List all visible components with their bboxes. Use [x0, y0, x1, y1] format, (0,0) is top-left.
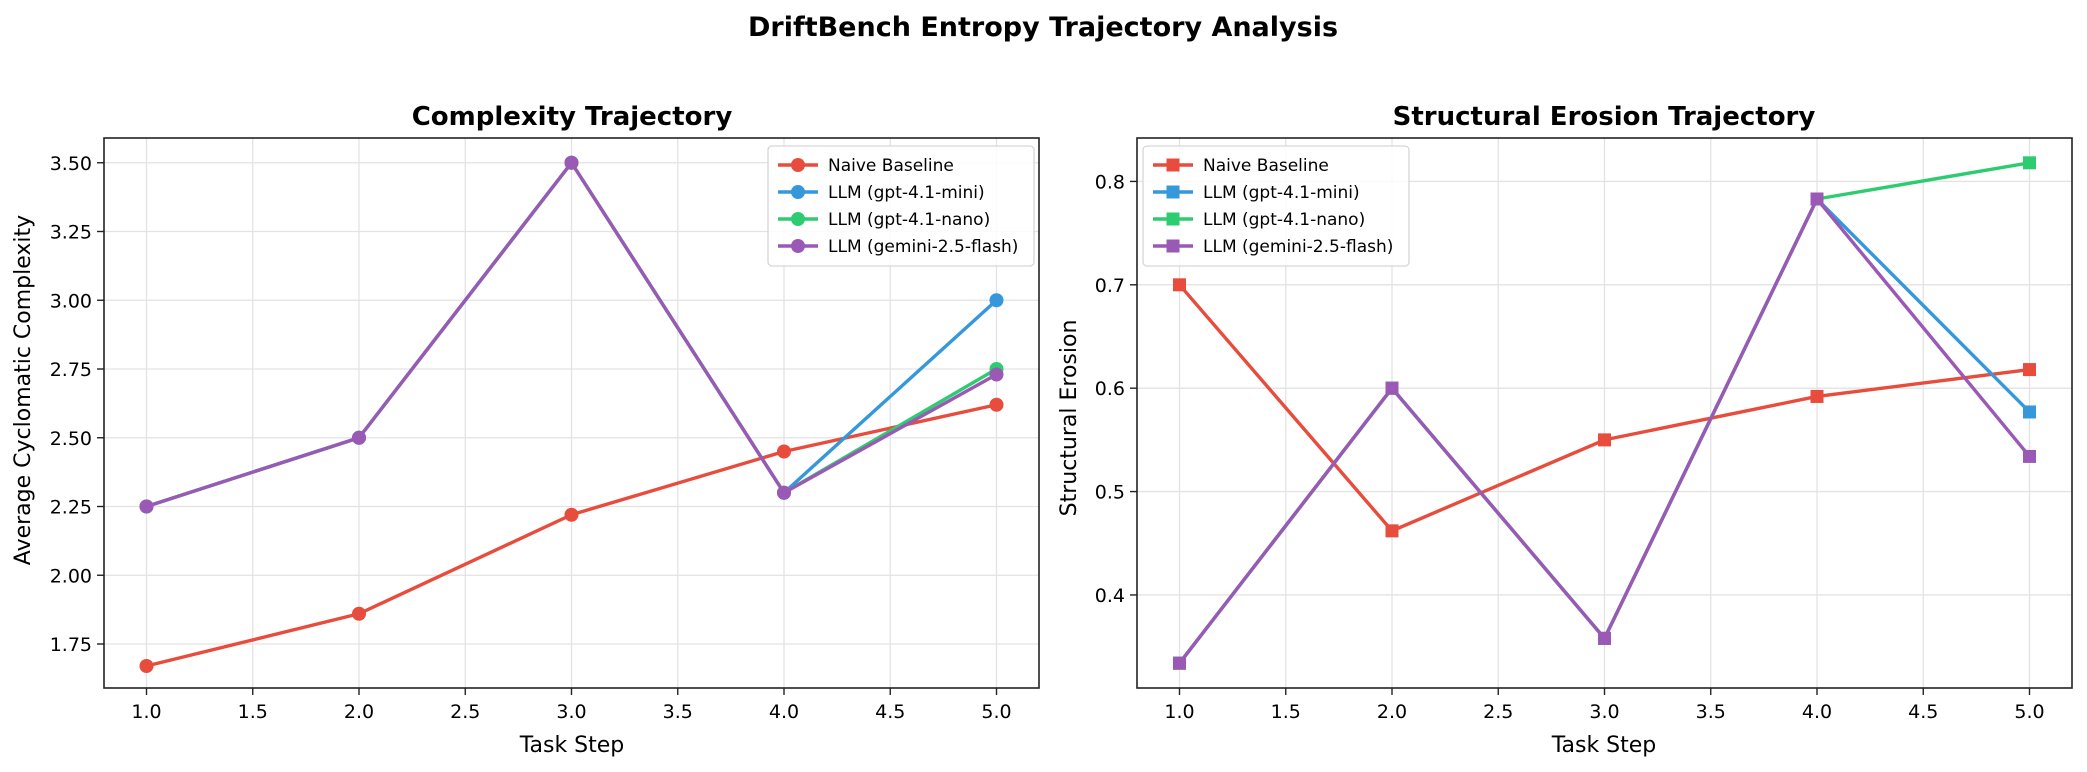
erosion-data-point [2023, 405, 2036, 419]
erosion-plot-area: 1.0 1.5 2.0 2.5 3.0 3.5 4.0 4.5 5.0 0.4 0.5 0.6 0.7 0… [1095, 137, 2073, 723]
complexity-legend-label: LLM (gpt-4.1-mini) [828, 183, 985, 203]
erosion-data-point [1598, 433, 1611, 447]
complexity-x-tick-label: 4.5 [875, 701, 905, 723]
erosion-x-tick-label: 1.0 [1164, 701, 1194, 723]
complexity-x-tick-label: 3.0 [556, 701, 586, 723]
erosion-data-point [1810, 389, 1824, 403]
erosion-y-tick-label: 0.4 [1095, 585, 1125, 607]
erosion-legend-item: LLM (gpt-4.1-mini) [1153, 183, 1360, 203]
erosion-x-axis-label: Task Step [1551, 733, 1657, 758]
erosion-legend-label: Naive Baseline [1203, 156, 1329, 176]
complexity-y-tick-label: 1.75 [50, 634, 92, 656]
erosion-panel: Structural Erosion Trajectory Task Step … [1057, 102, 2073, 758]
erosion-data-point [1385, 524, 1399, 538]
complexity-panel: Complexity Trajectory Task Step Average … [11, 102, 1040, 758]
figure-title: DriftBench Entropy Trajectory Analysis [748, 12, 1338, 43]
complexity-legend-item: LLM (gpt-4.1-mini) [778, 183, 985, 203]
complexity-y-tick-label: 3.50 [50, 153, 92, 175]
erosion-series-3 [1173, 192, 2036, 670]
complexity-legend-item: LLM (gpt-4.1-nano) [778, 210, 990, 230]
complexity-legend: Naive Baseline LLM (gpt-4.1-mini) LLM (gpt… [767, 145, 1035, 267]
complexity-series-0 [139, 397, 1004, 673]
complexity-series-3 [139, 155, 1004, 514]
complexity-data-point [352, 606, 366, 621]
complexity-x-tick-label: 1.0 [131, 701, 161, 723]
complexity-legend-label: LLM (gpt-4.1-nano) [828, 210, 990, 230]
complexity-data-point [777, 444, 791, 459]
erosion-data-point [2023, 363, 2036, 377]
complexity-plot-area: 1.0 1.5 2.0 2.5 3.0 3.5 4.0 4.5 5.0 1.75 2.00 2.25 2… [50, 137, 1040, 723]
erosion-data-point [2023, 449, 2036, 463]
erosion-y-tick-label: 0.5 [1095, 482, 1125, 504]
erosion-legend-label: LLM (gpt-4.1-mini) [1203, 183, 1360, 203]
complexity-data-point [139, 659, 154, 673]
erosion-legend-label: LLM (gemini-2.5-flash) [1203, 237, 1393, 257]
erosion-data-point [1598, 631, 1611, 645]
erosion-series-0 [1173, 278, 2036, 538]
complexity-x-tick-label: 1.5 [238, 701, 268, 723]
complexity-x-tick-label: 5.0 [981, 701, 1011, 723]
complexity-x-tick-label: 2.5 [450, 701, 480, 723]
complexity-legend-box [767, 145, 1035, 267]
erosion-data-point [1173, 278, 1186, 292]
erosion-data-point [2023, 156, 2036, 170]
erosion-x-tick-label: 2.0 [1377, 701, 1407, 723]
erosion-y-axis-label: Structural Erosion [1057, 320, 1082, 517]
complexity-x-tick-label: 3.5 [663, 701, 693, 723]
complexity-legend-swatch-marker [791, 185, 805, 199]
complexity-y-tick-label: 2.25 [50, 497, 92, 519]
erosion-x-tick-label: 3.0 [1589, 701, 1619, 723]
complexity-y-tick-label: 2.75 [50, 359, 92, 381]
erosion-legend: Naive Baseline LLM (gpt-4.1-mini) LLM (gpt… [1142, 145, 1410, 267]
erosion-data-point [1810, 192, 1824, 206]
complexity-legend-label: Naive Baseline [828, 156, 954, 176]
erosion-legend-label: LLM (gpt-4.1-nano) [1203, 210, 1365, 230]
complexity-data-point [564, 155, 579, 170]
complexity-data-point [989, 397, 1004, 412]
erosion-x-tick-label: 5.0 [2014, 701, 2044, 723]
erosion-y-tick-label: 0.8 [1095, 171, 1125, 193]
erosion-legend-item: Naive Baseline [1153, 156, 1329, 176]
complexity-data-point [777, 485, 791, 500]
erosion-x-tick-label: 1.5 [1271, 701, 1301, 723]
complexity-y-tick-label: 3.00 [50, 290, 92, 312]
complexity-y-tick-label: 2.50 [50, 428, 92, 450]
erosion-legend-swatch-marker [1166, 185, 1180, 199]
complexity-x-tick-label: 2.0 [344, 701, 374, 723]
erosion-legend-item: LLM (gpt-4.1-nano) [1153, 210, 1365, 230]
complexity-y-tick-label: 3.25 [50, 222, 92, 244]
complexity-panel-title: Complexity Trajectory [412, 102, 733, 132]
complexity-data-point [564, 507, 579, 522]
complexity-legend-swatch-marker [791, 239, 805, 253]
erosion-x-tick-label: 4.5 [1908, 701, 1938, 723]
erosion-legend-swatch-marker [1166, 158, 1180, 172]
erosion-legend-box [1142, 145, 1410, 267]
complexity-data-point [352, 430, 366, 445]
erosion-x-tick-label: 3.5 [1696, 701, 1726, 723]
complexity-y-axis-label: Average Cyclomatic Complexity [11, 215, 36, 565]
complexity-x-axis-label: Task Step [519, 733, 625, 758]
erosion-x-tick-label: 2.5 [1483, 701, 1513, 723]
erosion-legend-item: LLM (gemini-2.5-flash) [1153, 237, 1393, 257]
complexity-data-point [989, 367, 1004, 382]
complexity-legend-item: Naive Baseline [778, 156, 954, 176]
erosion-legend-swatch-marker [1166, 212, 1180, 226]
erosion-y-tick-label: 0.7 [1095, 275, 1125, 297]
complexity-legend-swatch-marker [791, 212, 805, 226]
complexity-data-point [989, 293, 1004, 308]
complexity-data-point [139, 499, 154, 514]
erosion-x-tick-label: 4.0 [1802, 701, 1832, 723]
erosion-data-point [1173, 656, 1186, 670]
erosion-panel-title: Structural Erosion Trajectory [1393, 102, 1816, 132]
erosion-y-tick-label: 0.6 [1095, 378, 1125, 400]
complexity-legend-item: LLM (gemini-2.5-flash) [778, 237, 1018, 257]
complexity-legend-label: LLM (gemini-2.5-flash) [828, 237, 1018, 257]
complexity-legend-swatch-marker [791, 158, 805, 172]
erosion-data-point [1385, 381, 1399, 395]
complexity-y-tick-label: 2.00 [50, 565, 92, 587]
complexity-x-tick-label: 4.0 [769, 701, 799, 723]
erosion-legend-swatch-marker [1166, 239, 1180, 253]
